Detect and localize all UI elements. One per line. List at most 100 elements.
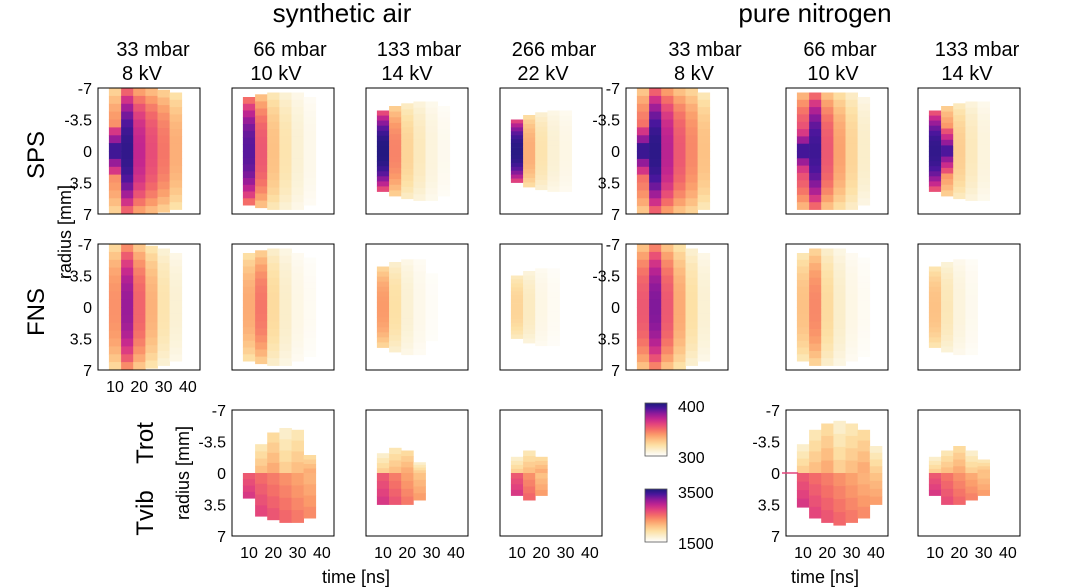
fns-cell xyxy=(425,295,438,302)
sps-cell xyxy=(965,181,978,189)
fns-cell xyxy=(661,346,674,355)
sps-cell xyxy=(697,136,711,145)
trot-cell xyxy=(291,429,304,441)
sps-cell xyxy=(157,173,170,182)
fns-cell xyxy=(413,324,426,332)
sps-cell xyxy=(636,95,650,105)
sps-cell xyxy=(133,158,146,168)
fns-cell xyxy=(242,320,256,328)
fns-cell xyxy=(108,330,122,339)
trot-cell xyxy=(869,452,883,460)
trot-cell xyxy=(303,464,317,469)
sps-cell xyxy=(941,162,954,169)
sps-cell xyxy=(291,165,304,174)
row-label-trot: Trot xyxy=(132,422,159,464)
sps-cell xyxy=(649,103,662,113)
sps-cell xyxy=(279,114,292,123)
fns-c1-xtick-1: 20 xyxy=(130,379,148,396)
fns-cell xyxy=(941,295,954,302)
sps-cell xyxy=(965,157,978,164)
sps-panel-4 xyxy=(499,87,603,215)
sps-cell xyxy=(437,145,451,152)
sps-cell xyxy=(401,180,414,188)
fns-cell xyxy=(157,350,170,359)
fns-panel-6 xyxy=(785,243,889,371)
fns-cell xyxy=(376,291,390,298)
sps-cell xyxy=(559,181,572,187)
fns-cell xyxy=(636,244,650,253)
sps-cell xyxy=(649,166,662,176)
sps-cell xyxy=(953,168,966,176)
fns-cell xyxy=(833,277,846,286)
sps-cell xyxy=(535,117,548,123)
column-headers: 33 mbar 8 kV 66 mbar 10 kV 133 mbar 14 k… xyxy=(116,39,1019,85)
sps-cell xyxy=(510,154,524,160)
fns-cell xyxy=(821,299,834,308)
fns-cell xyxy=(133,267,146,276)
ylabel-radius: radius [mm] xyxy=(55,185,75,279)
fns-cell xyxy=(169,253,183,261)
sps-cell xyxy=(685,103,698,113)
sps-cell xyxy=(809,158,822,166)
tvib-cell xyxy=(809,506,822,519)
fns-cell xyxy=(809,358,822,366)
sps-cell xyxy=(821,136,834,145)
fns-cell xyxy=(291,273,304,281)
fns-cell xyxy=(389,323,402,330)
sps-cell xyxy=(977,181,990,189)
sps-cell xyxy=(833,136,846,145)
trot-cell xyxy=(821,460,834,474)
sps-cell xyxy=(242,151,256,159)
sps-cell xyxy=(267,187,280,196)
sps-cell xyxy=(157,120,170,129)
sps-cell xyxy=(845,165,858,174)
sps-cell xyxy=(133,174,146,183)
fns-cell xyxy=(928,312,942,318)
tvib-cell xyxy=(941,496,954,505)
sps-cell xyxy=(121,158,134,168)
sps-cell xyxy=(941,117,954,124)
sps-cell xyxy=(510,135,524,140)
sps-cell xyxy=(401,186,414,194)
fns-cell xyxy=(535,307,548,313)
sps-cell xyxy=(547,151,560,157)
sps-cell xyxy=(673,158,686,168)
fns-cell xyxy=(169,354,183,362)
fns-cell xyxy=(401,330,414,338)
tvib-cell xyxy=(303,484,317,496)
fns-cell xyxy=(673,299,686,308)
fns-cell xyxy=(279,270,292,279)
fns-cell xyxy=(523,302,536,308)
sps-cell xyxy=(636,158,650,168)
sps-panel-3 xyxy=(365,87,469,215)
sps-cell xyxy=(157,151,170,160)
fns-cell xyxy=(673,338,686,347)
sps-cell xyxy=(649,95,662,105)
fns-cell xyxy=(255,264,268,272)
sps-cell xyxy=(267,194,280,203)
fns-cell xyxy=(697,320,711,328)
fns-cell xyxy=(845,286,858,294)
fns-cell xyxy=(255,335,268,343)
sps-cell xyxy=(376,166,390,172)
fns-cell xyxy=(121,362,134,371)
sps-cell xyxy=(547,171,560,177)
trot-cell xyxy=(291,462,304,474)
sps-cell xyxy=(928,130,942,137)
sps-cell xyxy=(255,143,268,152)
fns-cell xyxy=(157,343,170,352)
fns-cell xyxy=(303,276,317,283)
trot-cell xyxy=(510,464,524,470)
tvib-cell xyxy=(413,479,426,487)
tvib-cell xyxy=(928,473,942,479)
sps-cell xyxy=(977,163,990,170)
sps-cell xyxy=(845,194,858,203)
fns-cell xyxy=(953,348,966,356)
sps-cell xyxy=(857,171,871,179)
fns-panel-frame-3 xyxy=(365,243,469,371)
fns-cell xyxy=(255,257,268,265)
sps-cell xyxy=(953,127,966,134)
fns-cell xyxy=(121,346,134,355)
fns-cell xyxy=(953,301,966,308)
